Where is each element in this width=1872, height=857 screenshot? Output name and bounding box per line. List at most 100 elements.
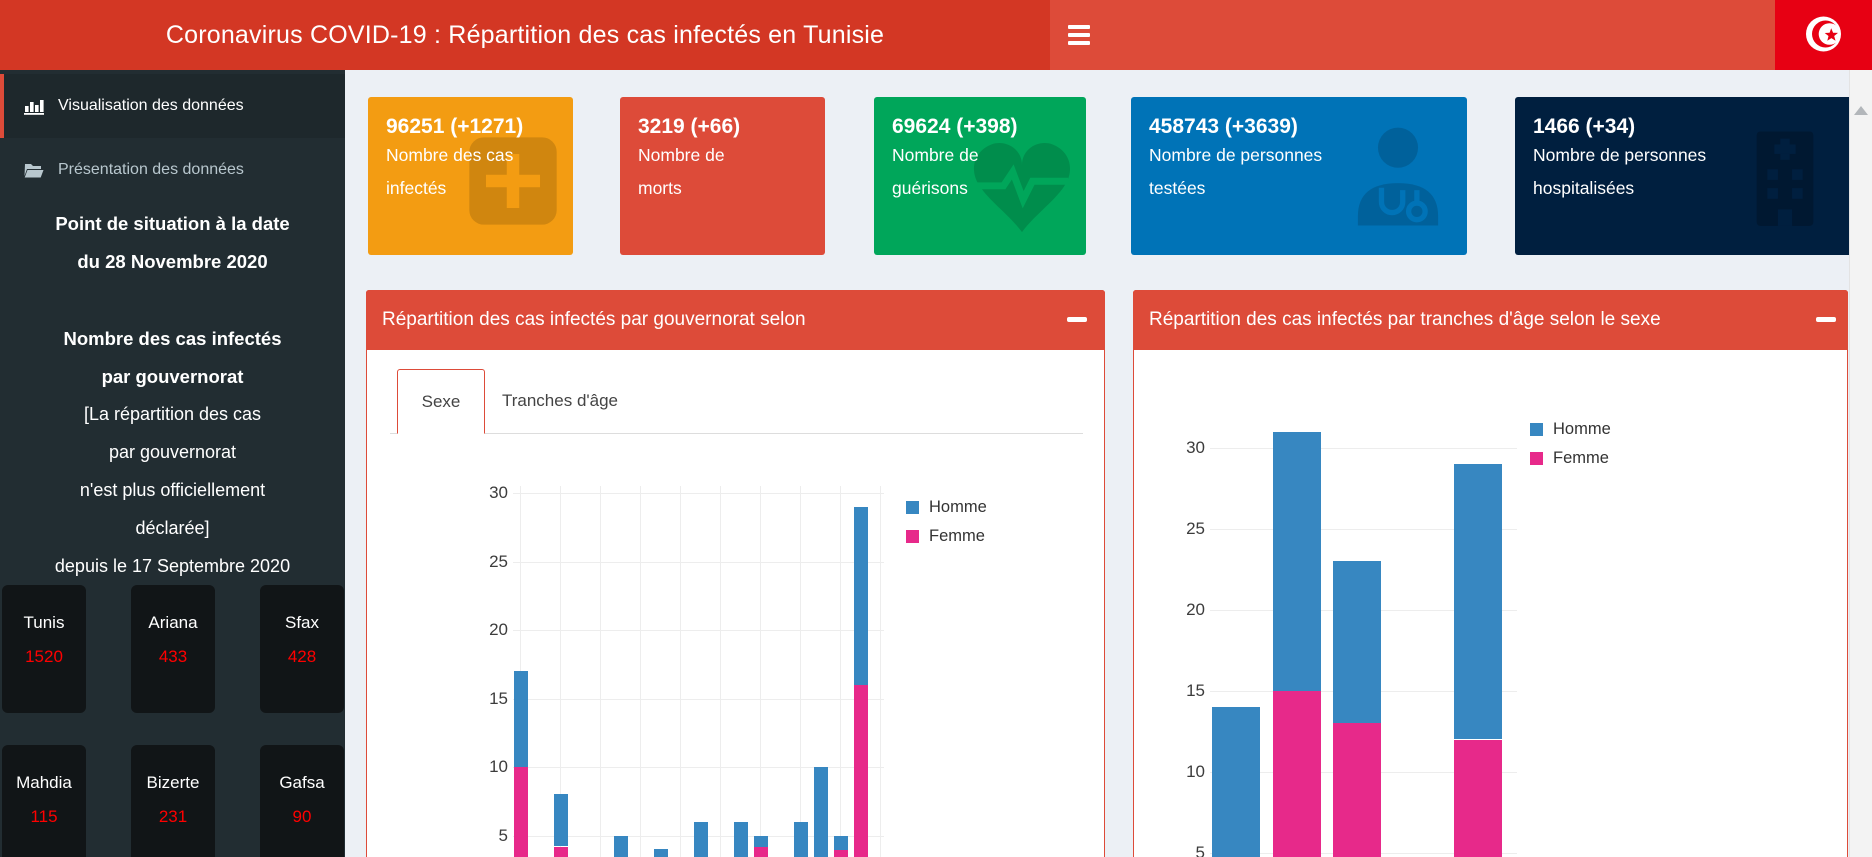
valuebox-morts: 3219 (+66) Nombre de morts [620, 97, 825, 255]
minus-icon[interactable] [1816, 317, 1836, 322]
valuebox-value: 69624 (+398) [892, 115, 1018, 138]
vertical-scrollbar[interactable] [1849, 70, 1872, 857]
bar-homme-segment[interactable] [814, 767, 828, 857]
bar-homme-segment[interactable] [654, 849, 668, 857]
governorate-tile-tunis: Tunis 1520 [2, 585, 86, 713]
legend-swatch-homme [906, 501, 919, 514]
top-navbar [1050, 0, 1775, 70]
app-header: Coronavirus COVID-19 : Répartition des c… [0, 0, 1872, 70]
y-axis-tick-label: 30 [1186, 438, 1205, 457]
vertical-gridline [840, 486, 841, 857]
governorate-name: Gafsa [279, 773, 325, 792]
governorate-value: 1520 [25, 647, 63, 666]
sidebar-item-label: Présentation des données [58, 161, 244, 178]
y-axis-tick-label: 15 [489, 689, 508, 708]
valuebox-testees: 458743 (+3639) Nombre de personnes testé… [1131, 97, 1467, 255]
y-axis-tick-label: 30 [489, 483, 508, 502]
bar-homme-segment[interactable] [514, 671, 528, 767]
vertical-gridline [760, 486, 761, 857]
governorate-name: Tunis [23, 613, 65, 632]
horizontal-gridline [513, 767, 884, 768]
bar-femme-segment[interactable] [854, 685, 868, 857]
y-axis-tick-label: 15 [1186, 681, 1205, 700]
panel-title: Répartition des cas infectés par gouvern… [382, 309, 806, 330]
bar-homme-segment[interactable] [794, 822, 808, 857]
panel-header: Répartition des cas infectés par tranche… [1133, 290, 1848, 350]
y-axis-tick-label: 25 [1186, 519, 1205, 538]
vertical-gridline [880, 486, 881, 857]
governorate-value: 115 [30, 807, 58, 826]
bar-homme-segment[interactable] [1212, 707, 1260, 857]
legend-swatch-homme [1530, 423, 1543, 436]
valuebox-guerisons: 69624 (+398) Nombre de guérisons [874, 97, 1086, 255]
bar-homme-segment[interactable] [1454, 464, 1502, 739]
tunisia-flag-icon [1775, 0, 1872, 70]
folder-open-icon [24, 162, 46, 178]
bar-femme-segment[interactable] [1273, 691, 1321, 857]
horizontal-gridline [513, 562, 884, 563]
tab-sexe[interactable]: Sexe [397, 369, 485, 434]
bar-homme-segment[interactable] [1333, 561, 1381, 723]
hospital-icon [1756, 131, 1814, 226]
governorate-name: Sfax [284, 613, 320, 632]
y-axis-tick-label: 10 [489, 757, 508, 776]
bar-chart-icon [24, 98, 46, 115]
bar-femme-segment[interactable] [1454, 740, 1502, 857]
chart-legend: Homme Femme [906, 493, 987, 551]
minus-icon[interactable] [1067, 317, 1087, 322]
sidebar-item-presentation[interactable]: Présentation des données [0, 138, 345, 202]
panel-body: Sexe Tranches d'âge 5 10 15 20 25 30 Homme Fe… [367, 350, 1104, 857]
legend-item-homme[interactable]: Homme [906, 493, 987, 522]
bar-homme-segment[interactable] [614, 836, 628, 857]
legend-swatch-femme [906, 530, 919, 543]
y-axis-tick-label: 20 [1186, 600, 1205, 619]
sidebar: Visualisation des données Présentation d… [0, 70, 345, 857]
governorate-note: [La répartition des cas par gouvernorat … [54, 404, 291, 576]
cases-by-governorate-heading: Nombre des cas infectés par gouvernorat [63, 328, 282, 387]
sidebar-toggle-icon[interactable] [1068, 25, 1090, 45]
bar-femme-segment[interactable] [554, 847, 568, 857]
panel-body: 5 10 15 20 25 30 Homme Femme [1134, 350, 1847, 857]
legend-item-homme[interactable]: Homme [1530, 415, 1611, 444]
y-axis-tick-label: 5 [1195, 843, 1205, 857]
horizontal-gridline [513, 630, 884, 631]
legend-item-femme[interactable]: Femme [906, 522, 987, 551]
governorate-value: 90 [292, 807, 312, 826]
plus-square-icon [469, 137, 557, 225]
panel-tranches-age: Répartition des cas infectés par tranche… [1133, 290, 1848, 857]
panel-header: Répartition des cas infectés par gouvern… [366, 290, 1105, 350]
bar-femme-segment[interactable] [514, 767, 528, 857]
tab-tranches-age[interactable]: Tranches d'âge [501, 391, 619, 410]
bar-homme-segment[interactable] [734, 822, 748, 857]
horizontal-gridline [1210, 448, 1517, 449]
legend-item-femme[interactable]: Femme [1530, 444, 1611, 473]
governorate-tile-sfax: Sfax 428 [260, 585, 344, 713]
vertical-gridline [640, 486, 641, 857]
sidebar-item-visualisation[interactable]: Visualisation des données [0, 74, 345, 138]
bar-homme-segment[interactable] [754, 836, 768, 847]
scroll-up-arrow-icon[interactable] [1854, 106, 1868, 115]
bar-femme-segment[interactable] [754, 847, 768, 857]
vertical-gridline [680, 486, 681, 857]
bar-homme-segment[interactable] [854, 507, 868, 685]
panel-title: Répartition des cas infectés par tranche… [1149, 309, 1661, 330]
panel-gouvernorat: Répartition des cas infectés par gouvern… [366, 290, 1105, 857]
governorate-value: 231 [158, 807, 188, 826]
governorate-tile-gafsa: Gafsa 90 [260, 745, 344, 857]
governorate-value: 433 [158, 647, 188, 666]
bar-femme-segment[interactable] [1333, 723, 1381, 857]
bar-homme-segment[interactable] [1273, 432, 1321, 691]
governorate-tile-mahdia: Mahdia 115 [2, 745, 86, 857]
bar-homme-segment[interactable] [554, 794, 568, 846]
bar-homme-segment[interactable] [834, 836, 848, 850]
bar-femme-segment[interactable] [834, 849, 848, 857]
sidebar-item-label: Visualisation des données [58, 97, 244, 114]
governorate-tile-bizerte: Bizerte 231 [131, 745, 215, 857]
valuebox-value: 3219 (+66) [638, 115, 741, 138]
governorate-name: Bizerte [146, 773, 200, 792]
y-axis-tick-label: 5 [498, 826, 508, 845]
governorate-name: Ariana [148, 613, 198, 632]
app-title: Coronavirus COVID-19 : Répartition des c… [165, 20, 885, 49]
bar-homme-segment[interactable] [694, 822, 708, 857]
